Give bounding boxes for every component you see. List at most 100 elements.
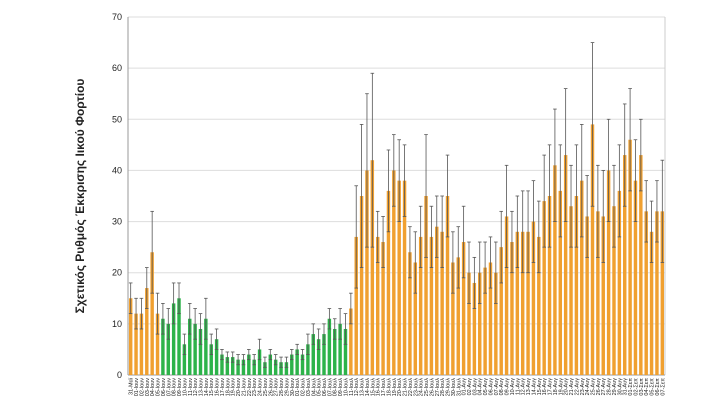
bar <box>134 313 138 375</box>
x-tick-label: 14-Αυγ <box>531 378 537 396</box>
y-tick-label: 0 <box>117 370 122 380</box>
bar <box>354 236 358 375</box>
x-tick-label: 03-Ιουλ <box>306 378 312 397</box>
bar <box>311 334 315 375</box>
x-tick-label: 31-Ιουλ <box>456 378 462 397</box>
bar <box>257 349 262 375</box>
bar <box>408 252 412 375</box>
x-tick-label: 22-Αυγ <box>574 378 580 396</box>
x-tick-label: 28-Αυγ <box>607 378 613 396</box>
bar <box>365 170 369 375</box>
bar <box>177 298 181 375</box>
x-tick-label: 26-Ιουν <box>268 378 274 397</box>
x-tick-label: 02-Ιουλ <box>301 378 307 397</box>
bar <box>558 190 563 375</box>
bar <box>284 362 289 375</box>
x-tick-label: 20-Ιουν <box>236 378 242 397</box>
x-tick-label: 11-Ιουν <box>188 378 194 396</box>
x-tick-label: 27-Αυγ <box>601 378 607 396</box>
x-tick-label: 21-Ιουλ <box>403 378 409 397</box>
bar <box>150 252 154 375</box>
y-tick-label: 50 <box>112 114 122 124</box>
bar <box>488 262 493 375</box>
y-tick-label: 30 <box>112 217 122 227</box>
bar <box>145 288 149 375</box>
bar <box>569 206 573 375</box>
bar <box>300 354 305 375</box>
x-tick-label: 13-Ιουλ <box>360 378 366 397</box>
x-tick-label: 08-Ιουν <box>172 378 178 397</box>
bar <box>504 216 509 375</box>
x-tick-label: 24-Ιουλ <box>419 378 425 397</box>
x-tick-label: 10-Αυγ <box>510 378 516 396</box>
x-tick-label: 02-Αυγ <box>467 378 473 396</box>
bar <box>375 236 380 375</box>
x-tick-label: 15-Αυγ <box>537 378 543 396</box>
bar <box>295 349 299 375</box>
x-tick-label: 03-Ιουν <box>145 378 151 397</box>
x-tick-label: 23-Αυγ <box>580 378 586 396</box>
x-tick-label: 08-Αυγ <box>499 378 505 396</box>
x-tick-label: 10-Ιουλ <box>343 378 349 397</box>
x-tick-label: 06-Ιουν <box>161 378 167 397</box>
x-tick-label: 12-Ιουν <box>193 378 199 397</box>
x-tick-label: 30-Ιουν <box>290 378 296 397</box>
bar <box>639 155 643 375</box>
x-tick-label: 22-Ιουλ <box>408 378 414 397</box>
bar <box>655 211 659 375</box>
bar <box>370 160 375 375</box>
x-tick-label: 30-Αυγ <box>617 378 623 396</box>
bar <box>435 226 439 375</box>
bar <box>596 211 600 375</box>
x-tick-label: 23-Ιουν <box>252 378 258 397</box>
bar <box>418 236 423 375</box>
x-tick-label: 14-Ιουν <box>204 378 210 397</box>
x-tick-label: 09-Ιουλ <box>338 378 344 397</box>
bar <box>515 231 520 375</box>
bar <box>392 170 396 375</box>
x-tick-label: 08-Ιουλ <box>333 378 339 397</box>
y-axis-label: Σχετικός Ρυθμός Έκκρισης Ιικού Φορτίου <box>73 79 87 314</box>
x-tick-label: 16-Αυγ <box>542 378 548 396</box>
x-tick-label: 18-Αυγ <box>553 378 559 396</box>
x-tick-label: 01-Ιουν <box>134 378 140 397</box>
bar <box>209 344 213 375</box>
x-tick-label: 20-Αυγ <box>564 378 570 396</box>
x-tick-label: 07-Ιουλ <box>327 378 333 397</box>
x-tick-label: 04-Σεπ <box>644 378 650 396</box>
x-tick-label: 06-Ιουλ <box>322 378 328 397</box>
bar <box>580 180 584 375</box>
bar <box>461 242 466 375</box>
x-tick-label: 13-Αυγ <box>526 378 532 396</box>
bar <box>397 180 401 375</box>
bar <box>338 323 342 375</box>
x-tick-label: 29-Ιουν <box>284 378 290 397</box>
x-tick-label: 02-Ιουν <box>139 378 145 397</box>
x-tick-label: 25-Ιουν <box>263 378 269 397</box>
x-tick-label: 23-Ιουλ <box>413 378 419 397</box>
y-tick-label: 40 <box>112 165 122 175</box>
x-tick-label: 07-Σεπ <box>660 378 666 396</box>
bar <box>617 190 622 375</box>
x-tick-label: 04-Ιουλ <box>311 378 317 397</box>
x-tick-label: 06-Σεπ <box>655 378 661 396</box>
x-tick-label: 19-Ιουν <box>231 378 237 397</box>
x-tick-label: 03-Αυγ <box>472 378 478 396</box>
bar <box>182 344 187 375</box>
bar <box>633 180 638 375</box>
x-tick-label: 05-Σεπ <box>650 378 656 396</box>
bar <box>193 323 197 375</box>
x-tick-label: 31-Μαϊ <box>129 377 135 395</box>
bar <box>451 262 455 375</box>
x-tick-label: 18-Ιουν <box>225 378 231 397</box>
bar <box>155 313 160 375</box>
bar <box>510 242 514 375</box>
x-tick-label: 09-Ιουν <box>177 378 183 397</box>
bar <box>601 216 605 375</box>
x-tick-label: 11-Ιουλ <box>349 378 355 396</box>
x-tick-label: 20-Ιουλ <box>397 378 403 397</box>
x-tick-label: 04-Ιουν <box>150 378 156 397</box>
bar <box>483 267 487 375</box>
bar <box>520 231 525 375</box>
